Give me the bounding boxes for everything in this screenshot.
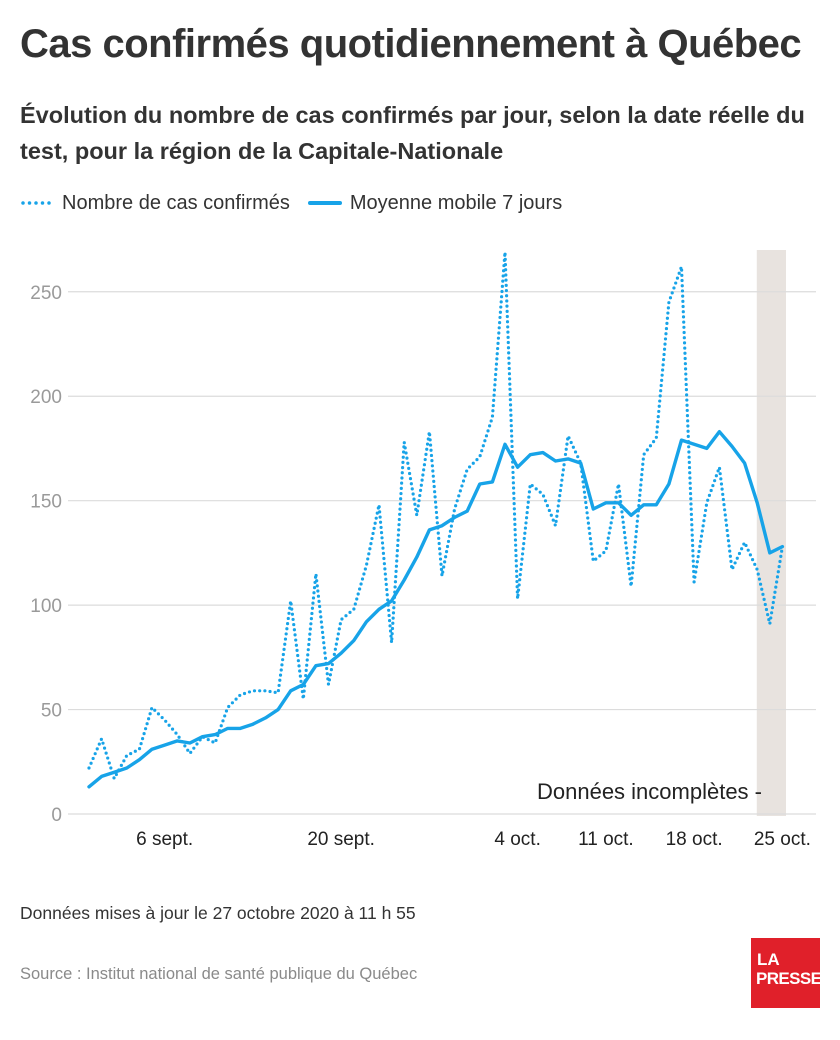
y-tick-label: 0 (51, 805, 62, 826)
legend-swatch-solid (307, 201, 342, 205)
y-gridlines (68, 291, 816, 815)
daily-cases-line (87, 250, 784, 781)
y-tick-label: 100 (30, 596, 62, 617)
legend: Nombre de cas confirmés Moyenne mobile 7… (20, 188, 580, 218)
data-points (89, 252, 782, 787)
x-axis-labels: 6 sept. 20 sept. 4 oct. 11 oct. 18 oct. 25 oc… (136, 829, 811, 850)
legend-label-average: Moyenne mobile 7 jours (349, 191, 563, 214)
incomplete-data-shade (756, 250, 786, 816)
incomplete-data-label: Données incomplètes - (537, 779, 762, 804)
legend-swatch-dotted (21, 201, 53, 205)
source-note: Source : Institut national de santé publ… (20, 965, 418, 983)
x-tick-label: 4 oct. (494, 829, 540, 850)
y-tick-label: 250 (30, 283, 62, 304)
x-tick-label: 6 sept. (136, 829, 193, 850)
x-tick-label: 18 oct. (666, 829, 723, 850)
line-chart: 0 50 100 150 200 250 6 sept. 20 sept. 4 oct. 11 … (30, 250, 816, 850)
moving-average-line (87, 430, 785, 789)
y-tick-label: 150 (30, 492, 62, 513)
la-presse-logo: LA PRESSE (751, 938, 822, 1008)
chart-title: Cas confirmés quotidiennement à Québec (20, 22, 802, 66)
x-tick-label: 20 sept. (307, 829, 375, 850)
legend-label-daily: Nombre de cas confirmés (62, 191, 290, 214)
y-axis-labels: 0 50 100 150 200 250 (30, 283, 62, 826)
y-tick-label: 50 (41, 701, 62, 722)
legend-item-average: Moyenne mobile 7 jours (307, 191, 563, 215)
y-tick-label: 200 (30, 387, 62, 408)
x-tick-label: 11 oct. (578, 829, 634, 850)
x-tick-label: 25 oct. (754, 829, 811, 850)
chart-subtitle: Évolution du nombre de cas confirmés par… (20, 102, 805, 164)
legend-item-daily: Nombre de cas confirmés (20, 192, 290, 215)
update-timestamp: Données mises à jour le 27 octobre 2020 … (20, 903, 416, 923)
